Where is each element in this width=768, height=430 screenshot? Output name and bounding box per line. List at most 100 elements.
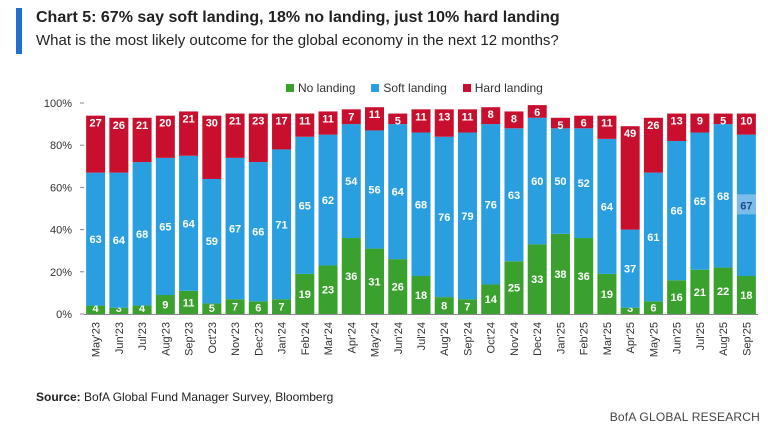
bar-segment	[248, 113, 268, 163]
bar-segment	[411, 132, 431, 277]
data-label: 8	[441, 301, 447, 313]
x-tick-label: May'24	[370, 322, 382, 357]
source-text: BofA Global Fund Manager Survey, Bloombe…	[84, 390, 334, 404]
bar-segment	[248, 301, 268, 314]
bar-segment	[202, 178, 222, 304]
data-label: 33	[531, 274, 543, 286]
y-tick-label: 100%	[44, 98, 72, 110]
y-tick-label: 20%	[50, 267, 72, 279]
data-label: 4	[93, 303, 100, 315]
bar-segment	[272, 113, 292, 150]
bar-segment	[272, 299, 292, 314]
chart-title: Chart 5: 67% say soft landing, 18% no la…	[36, 9, 560, 26]
bar-segment	[574, 238, 594, 314]
bar-segment	[202, 303, 222, 314]
data-label: 66	[671, 206, 683, 218]
bar-segment	[481, 124, 501, 285]
legend-item-soft-landing: Soft landing	[371, 81, 447, 95]
bar-segment	[597, 115, 617, 139]
bar-segment	[643, 172, 663, 302]
data-label: 25	[508, 283, 520, 295]
data-label: 7	[464, 302, 470, 314]
data-label: 50	[554, 176, 566, 188]
legend-label-no-landing: No landing	[298, 81, 356, 95]
bar-segment	[225, 157, 245, 300]
x-tick-label: Apr'24	[346, 322, 358, 353]
data-label: 11	[369, 109, 381, 121]
bar-segment	[132, 117, 152, 163]
data-label: 54	[345, 176, 358, 188]
data-label: 7	[278, 302, 284, 314]
x-tick-label: Sep'24	[462, 322, 474, 356]
bar-segment	[318, 111, 338, 135]
x-tick-label: Aug'24	[439, 322, 451, 356]
bar-segment	[690, 132, 710, 270]
data-label: 7	[232, 302, 238, 314]
bar-segment	[643, 301, 663, 314]
data-label: 68	[717, 191, 729, 203]
data-label: 13	[671, 116, 683, 128]
chart-subtitle: What is the most likely outcome for the …	[36, 32, 559, 49]
data-label: 79	[461, 211, 473, 223]
bar-segment	[179, 290, 199, 314]
bar-segment	[574, 128, 594, 239]
x-tick-label: Sep'23	[184, 322, 196, 356]
data-label: 56	[368, 185, 380, 197]
bar-segment	[713, 267, 733, 314]
bar-segment	[109, 172, 129, 308]
data-label: 38	[554, 269, 566, 281]
x-tick-label: Oct'23	[207, 322, 219, 353]
data-label: 65	[159, 221, 171, 233]
data-label: 3	[116, 303, 122, 315]
bar-segment	[179, 111, 199, 156]
data-label: 27	[89, 118, 101, 130]
data-label: 63	[508, 190, 520, 202]
data-label: 9	[162, 300, 168, 312]
data-label: 11	[322, 113, 334, 125]
data-label: 6	[650, 303, 656, 315]
data-label: 59	[206, 236, 218, 248]
x-tick-label: Feb'25	[579, 322, 591, 355]
bar-segment	[667, 113, 687, 141]
bar-segment	[318, 134, 338, 266]
data-label: 10	[740, 116, 752, 128]
bar-segment	[481, 284, 501, 314]
legend-label-soft-landing: Soft landing	[383, 81, 447, 95]
data-label: 68	[136, 229, 148, 241]
data-label: 65	[694, 196, 706, 208]
highlight-box	[736, 194, 756, 215]
data-label: 6	[581, 118, 587, 130]
data-label: 49	[624, 128, 636, 140]
data-label: 67	[229, 224, 241, 236]
bar-segment	[341, 238, 361, 314]
x-tick-label: Mar'24	[323, 322, 335, 355]
bar-segment	[155, 295, 175, 314]
data-label: 64	[113, 235, 126, 247]
data-label: 68	[415, 199, 427, 211]
title-accent-bar	[16, 8, 22, 54]
bar-segment	[620, 229, 640, 308]
bar-segment	[597, 273, 617, 314]
bar-segment	[643, 117, 663, 173]
x-tick-label: Nov'23	[230, 322, 242, 356]
data-label: 52	[578, 178, 590, 190]
y-tick-label: 80%	[50, 140, 72, 152]
data-label: 11	[601, 118, 613, 130]
x-tick-label: Oct'24	[486, 322, 498, 353]
x-tick-label: Jul'25	[695, 322, 707, 350]
data-label: 14	[485, 294, 498, 306]
bar-segment	[481, 107, 501, 125]
x-tick-label: Nov'24	[509, 322, 521, 356]
data-label: 11	[183, 297, 195, 309]
bar-segment	[132, 162, 152, 306]
data-label: 21	[229, 116, 241, 128]
bar-segment	[248, 162, 268, 302]
data-label: 7	[348, 111, 354, 123]
bar-segment	[272, 149, 292, 300]
legend-swatch-soft-landing	[371, 84, 380, 92]
legend-swatch-no-landing	[286, 84, 294, 92]
bar-segment	[225, 113, 245, 158]
x-tick-label: Dec'24	[532, 322, 544, 356]
bar-segment	[457, 132, 477, 300]
bar-segment	[667, 140, 687, 281]
